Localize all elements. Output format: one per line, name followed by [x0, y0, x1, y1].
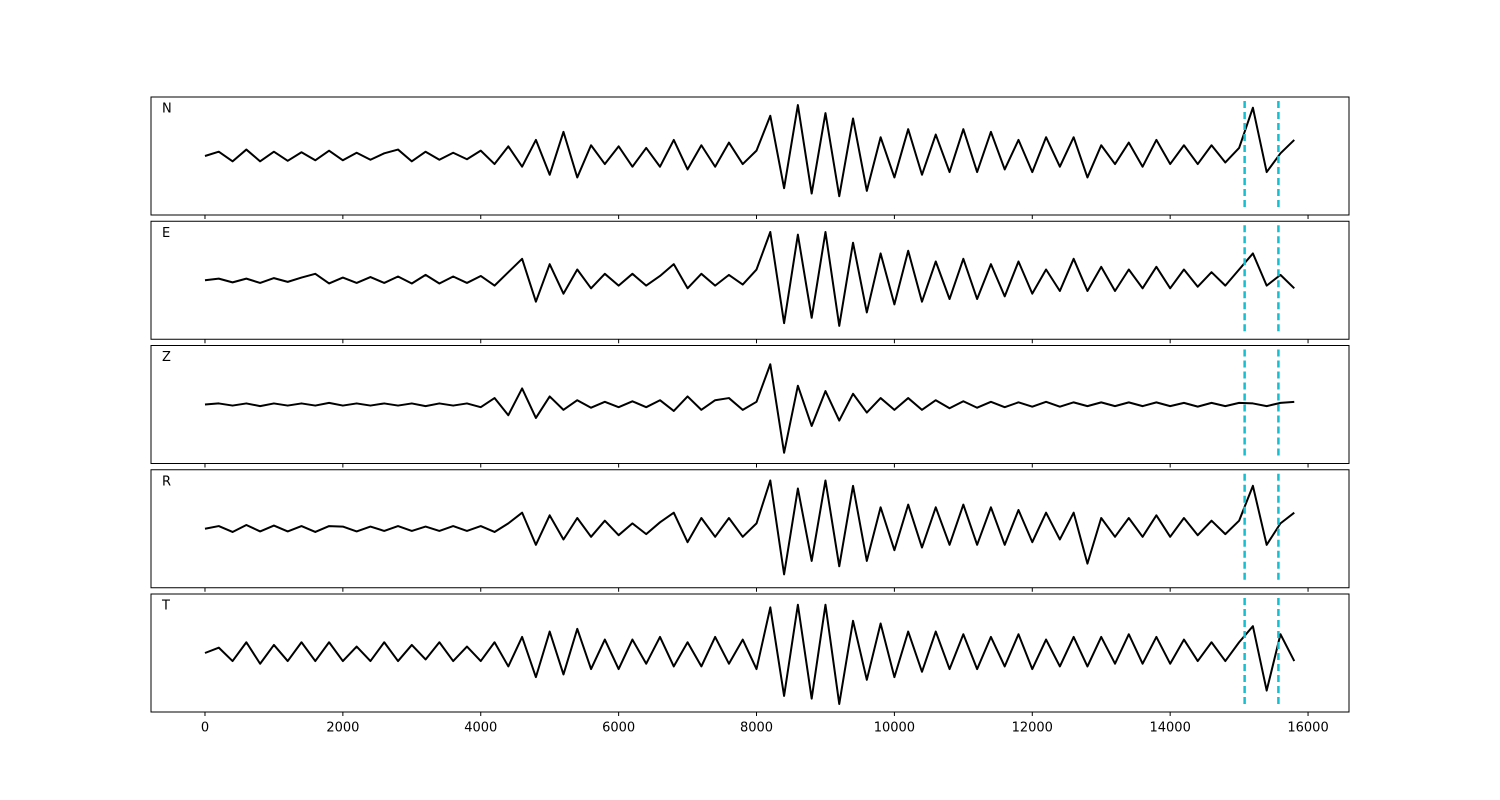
trace-line — [204, 603, 1296, 705]
panel-frame — [150, 96, 1350, 216]
x-tick-label: 10000 — [874, 721, 915, 736]
trace-label: E — [162, 226, 170, 241]
trace-line — [204, 479, 1295, 576]
panel-frame — [150, 345, 1350, 464]
trace-line — [204, 104, 1295, 198]
panel-frame — [150, 593, 1350, 713]
trace-line — [204, 230, 1295, 327]
x-tick-label: 16000 — [1287, 721, 1328, 736]
trace-label: Z — [162, 350, 171, 365]
x-tick-label: 12000 — [1012, 721, 1053, 736]
x-tick-label: 6000 — [602, 721, 635, 736]
trace-label: N — [162, 102, 172, 117]
x-tick-label: 2000 — [326, 721, 359, 736]
trace-line — [204, 363, 1295, 454]
x-tick-label: 4000 — [464, 721, 497, 736]
trace-label: T — [161, 599, 170, 614]
panel-frame — [150, 220, 1350, 340]
trace-label: R — [162, 474, 171, 489]
panel-frame — [150, 469, 1350, 589]
x-tick-label: 14000 — [1149, 721, 1190, 736]
x-tick-label: 8000 — [740, 721, 773, 736]
x-tick-label: 0 — [201, 721, 209, 736]
